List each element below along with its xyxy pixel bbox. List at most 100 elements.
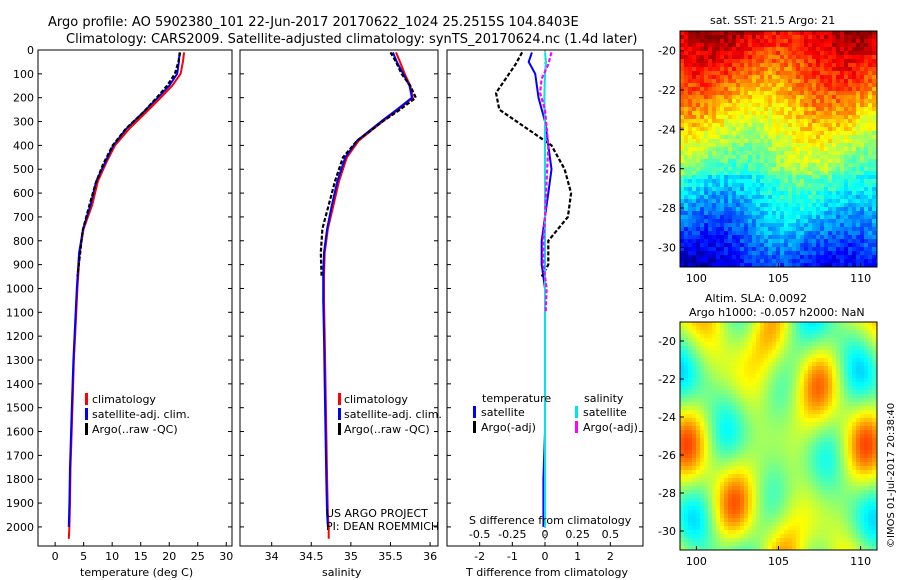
map-cell (692, 438, 697, 443)
map-cell (764, 418, 769, 423)
map-cell (728, 235, 733, 240)
map-cell (736, 107, 741, 112)
map-cell (796, 263, 801, 268)
map-cell (748, 159, 753, 164)
map-cell (696, 187, 701, 192)
map-cell (852, 195, 857, 200)
map-cell (788, 111, 793, 116)
map-cell (824, 139, 829, 144)
map-cell (712, 386, 717, 391)
map-cell (696, 179, 701, 184)
map-cell (800, 450, 805, 455)
map-cell (732, 227, 737, 232)
map-cell (868, 75, 873, 80)
map-cell (712, 322, 717, 327)
map-cell (868, 99, 873, 104)
map-cell (824, 243, 829, 248)
map-cell (856, 79, 861, 84)
map-cell (708, 123, 713, 128)
y-tick-label: 700 (13, 211, 34, 224)
map-cell (772, 163, 777, 168)
map-cell (832, 454, 837, 459)
map-cell (720, 402, 725, 407)
map-cell (696, 370, 701, 375)
map-cell (756, 382, 761, 387)
map-cell (828, 358, 833, 363)
map-cell (836, 147, 841, 152)
map-cell (856, 187, 861, 192)
map-cell (856, 422, 861, 427)
map-cell (776, 51, 781, 56)
map-cell (732, 191, 737, 196)
map-cell (752, 147, 757, 152)
map-cell (816, 358, 821, 363)
map-cell (716, 458, 721, 463)
map-cell (836, 127, 841, 132)
map-cell (776, 119, 781, 124)
map-cell (784, 430, 789, 435)
map-cell (736, 195, 741, 200)
map-cell (708, 175, 713, 180)
map-cell (828, 39, 833, 44)
map-cell (700, 235, 705, 240)
map-cell (776, 187, 781, 192)
map-cell (784, 119, 789, 124)
map-cell (696, 55, 701, 60)
map-cell (848, 155, 853, 160)
map-cell (796, 454, 801, 459)
map-cell (796, 370, 801, 375)
map-cell (720, 334, 725, 339)
map-cell (684, 183, 689, 188)
map-cell (692, 374, 697, 379)
map-cell (800, 55, 805, 60)
map-cell (848, 390, 853, 395)
map-cell (736, 67, 741, 72)
map-cell (716, 111, 721, 116)
map-cell (848, 255, 853, 260)
map-cell (728, 215, 733, 220)
map-cell (824, 438, 829, 443)
map-cell (772, 434, 777, 439)
map-cell (852, 398, 857, 403)
map-cell (828, 87, 833, 92)
map-cell (716, 191, 721, 196)
map-cell (704, 350, 709, 355)
map-cell (724, 442, 729, 447)
map-cell (860, 91, 865, 96)
map-cell (780, 159, 785, 164)
map-cell (712, 63, 717, 68)
map-cell (752, 235, 757, 240)
map-cell (832, 223, 837, 228)
map-cell (848, 39, 853, 44)
map-cell (808, 418, 813, 423)
map-cell (860, 111, 865, 116)
map-cell (716, 450, 721, 455)
map-cell (868, 167, 873, 172)
map-cell (832, 191, 837, 196)
map-cell (748, 171, 753, 176)
map-cell (832, 410, 837, 415)
map-cell (708, 35, 713, 40)
map-cell (800, 135, 805, 140)
map-cell (680, 231, 685, 236)
map-cell (812, 406, 817, 411)
map-cell (712, 43, 717, 48)
map-cell (744, 155, 749, 160)
map-cell (872, 167, 877, 172)
map-cell (692, 143, 697, 148)
map-cell (700, 111, 705, 116)
map-cell (740, 39, 745, 44)
map-cell (868, 378, 873, 383)
map-cell (848, 446, 853, 451)
map-cell (820, 211, 825, 216)
map-cell (700, 430, 705, 435)
map-cell (764, 374, 769, 379)
map-cell (844, 147, 849, 152)
map-cell (728, 223, 733, 228)
map-cell (764, 95, 769, 100)
map-cell (788, 255, 793, 260)
map-cell (868, 322, 873, 327)
map-cell (840, 103, 845, 108)
map-cell (688, 410, 693, 415)
map-cell (776, 382, 781, 387)
